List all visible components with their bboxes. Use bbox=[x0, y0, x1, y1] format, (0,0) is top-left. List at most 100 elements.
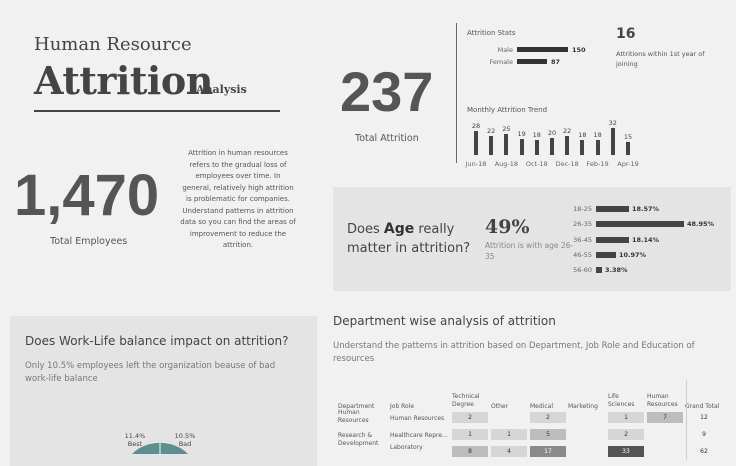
age-question: Does Age really matter in attrition? bbox=[347, 221, 471, 256]
divider bbox=[456, 23, 457, 163]
matrix-cell[interactable]: 5 bbox=[530, 429, 566, 440]
col-header-life-sciences: Life Sciences bbox=[608, 393, 635, 408]
age-group-bar[interactable] bbox=[596, 236, 629, 243]
trend-bar[interactable] bbox=[580, 140, 585, 155]
trend-bar[interactable] bbox=[565, 136, 570, 155]
trend-value: 20 bbox=[547, 129, 557, 137]
trend-bar[interactable] bbox=[474, 131, 478, 155]
grand-total-value: 62 bbox=[700, 448, 708, 455]
age-group-label: 46-55 bbox=[573, 250, 592, 259]
trend-value: 22 bbox=[563, 127, 572, 135]
gender-male-label: Male bbox=[497, 46, 513, 54]
trend-axis-label: Apr-19 bbox=[617, 160, 639, 168]
col-header-department: Department bbox=[338, 403, 375, 410]
matrix-cell[interactable]: 1 bbox=[608, 412, 644, 423]
total-employees-value: 1,470 bbox=[14, 163, 160, 228]
trend-value: 22 bbox=[487, 127, 496, 135]
gender-male-value: 150 bbox=[572, 46, 586, 54]
gender-female-value: 87 bbox=[551, 58, 561, 66]
description-text: Attrition in human resources refers to t… bbox=[180, 149, 296, 249]
total-employees-label: Total Employees bbox=[50, 236, 128, 247]
department-title: Department wise analysis of attrition bbox=[333, 314, 556, 328]
matrix-cell[interactable]: 2 bbox=[608, 429, 644, 440]
row-department: Research & Development bbox=[338, 432, 379, 447]
work-life-pie bbox=[132, 440, 188, 454]
trend-bar[interactable] bbox=[519, 139, 524, 155]
trend-bar[interactable] bbox=[504, 134, 509, 155]
age-group-value: 18.14% bbox=[632, 235, 660, 244]
matrix-cell[interactable]: 4 bbox=[491, 446, 527, 457]
first-year-label: Attritions within 1st year of joining bbox=[616, 50, 705, 68]
trend-axis-label: Oct-18 bbox=[525, 160, 548, 168]
trend-bar[interactable] bbox=[595, 140, 600, 155]
monthly-trend-title: Monthly Attrition Trend bbox=[467, 106, 548, 114]
trend-axis-label: Aug-18 bbox=[494, 160, 519, 168]
title-line2: Attrition bbox=[34, 58, 213, 103]
title-underline bbox=[34, 110, 280, 112]
row-job-role: Healthcare Repre... bbox=[390, 432, 448, 439]
title-line3: Analysis bbox=[196, 83, 247, 96]
attrition-stats-title: Attrition Stats bbox=[467, 29, 516, 37]
age-question-bold: Age bbox=[383, 221, 415, 237]
age-group-label: 56-60 bbox=[573, 266, 592, 275]
age-group-value: 48.95% bbox=[687, 220, 715, 229]
col-header-medical: Medical bbox=[530, 403, 553, 410]
age-group-value: 18.57% bbox=[632, 205, 660, 213]
col-header-marketing: Marketing bbox=[568, 403, 598, 410]
gender-female-label: Female bbox=[489, 58, 513, 66]
age-group-label: 26-35 bbox=[573, 220, 592, 229]
total-attrition-label: Total Attrition bbox=[355, 133, 419, 144]
age-group-label: 36-45 bbox=[573, 235, 592, 244]
trend-value: 15 bbox=[623, 133, 633, 141]
row-job-role: Human Resources bbox=[390, 415, 445, 422]
age-group-bar[interactable] bbox=[596, 206, 629, 212]
work-life-subtitle: Only 10.5% employees left the organizati… bbox=[25, 361, 276, 384]
trend-bar[interactable] bbox=[626, 142, 630, 155]
col-header-job-role: Job Role bbox=[390, 403, 415, 410]
age-highlight-text: Attrition is with age 26-35 bbox=[485, 241, 574, 261]
trend-axis-label: Dec-18 bbox=[555, 160, 579, 168]
trend-axis-label: Jun-18 bbox=[465, 160, 487, 168]
trend-value: 18 bbox=[578, 131, 587, 139]
gender-male-bar[interactable] bbox=[517, 47, 568, 52]
age-group-value: 10.97% bbox=[619, 250, 647, 259]
matrix-cell[interactable]: 2 bbox=[452, 412, 488, 423]
work-life-panel bbox=[10, 316, 317, 466]
row-job-role: Laboratory bbox=[390, 444, 423, 451]
matrix-cell[interactable]: 1 bbox=[491, 429, 527, 440]
first-year-count: 16 bbox=[616, 26, 636, 42]
trend-bar[interactable] bbox=[550, 138, 554, 155]
matrix-cell[interactable]: 33 bbox=[608, 446, 644, 457]
row-department: Human Resources bbox=[338, 409, 369, 424]
trend-value: 25 bbox=[502, 125, 511, 133]
matrix-cell[interactable]: 7 bbox=[647, 412, 683, 423]
trend-value: 28 bbox=[471, 122, 481, 130]
col-header-technical-degree: Technical Degree bbox=[452, 393, 480, 408]
col-header-grand-total: Grand Total bbox=[685, 403, 720, 410]
age-group-label: 18-25 bbox=[573, 205, 592, 213]
grand-total-value: 12 bbox=[700, 414, 708, 421]
gender-female-bar[interactable] bbox=[517, 59, 547, 64]
age-group-bar[interactable] bbox=[596, 221, 684, 228]
trend-bar[interactable] bbox=[610, 128, 615, 155]
grand-total-divider bbox=[686, 380, 687, 460]
age-group-bar[interactable] bbox=[596, 267, 602, 274]
age-group-bar[interactable] bbox=[596, 251, 616, 258]
trend-value: 18 bbox=[593, 131, 602, 139]
matrix-cell[interactable]: 17 bbox=[530, 446, 566, 457]
matrix-cell[interactable]: 8 bbox=[452, 446, 488, 457]
matrix-cell[interactable]: 2 bbox=[530, 412, 566, 423]
matrix-cell[interactable]: 1 bbox=[452, 429, 488, 440]
trend-value: 19 bbox=[517, 130, 526, 138]
title-line1: Human Resource bbox=[34, 34, 192, 55]
trend-bar[interactable] bbox=[534, 140, 539, 155]
age-highlight-pct: 49% bbox=[485, 216, 530, 238]
pie-label-best: 11.4% Best bbox=[124, 432, 146, 448]
trend-bar[interactable] bbox=[489, 136, 494, 155]
department-subtitle: Understand the patterns in attrition bas… bbox=[333, 341, 695, 364]
work-life-title: Does Work-Life balance impact on attriti… bbox=[25, 334, 289, 348]
age-group-value: 3.38% bbox=[605, 266, 628, 275]
col-header-other: Other bbox=[491, 403, 509, 410]
age-panel bbox=[333, 187, 731, 291]
col-header-human-resources: Human Resources bbox=[647, 393, 678, 408]
